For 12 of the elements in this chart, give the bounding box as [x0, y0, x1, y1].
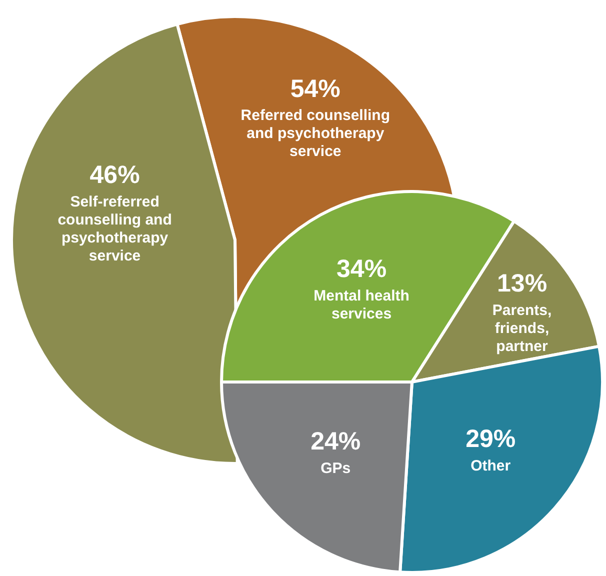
slice-label: Self-referred counselling and psychotherapy service — [58, 193, 172, 264]
slice-label: Referred counselling and psychotherapy service — [240, 107, 390, 160]
slice-label: Mental health services — [314, 287, 410, 322]
slice-label: Parents, friends, partner — [492, 302, 552, 355]
slice-label: GPs — [320, 460, 351, 477]
data-label: 13% — [497, 270, 548, 298]
data-label: 24% — [310, 428, 361, 456]
data-label: 46% — [90, 161, 140, 190]
data-label: 34% — [336, 255, 387, 284]
data-label: 29% — [466, 425, 516, 454]
slice-label: Other — [470, 457, 511, 474]
data-label: 54% — [290, 74, 340, 103]
